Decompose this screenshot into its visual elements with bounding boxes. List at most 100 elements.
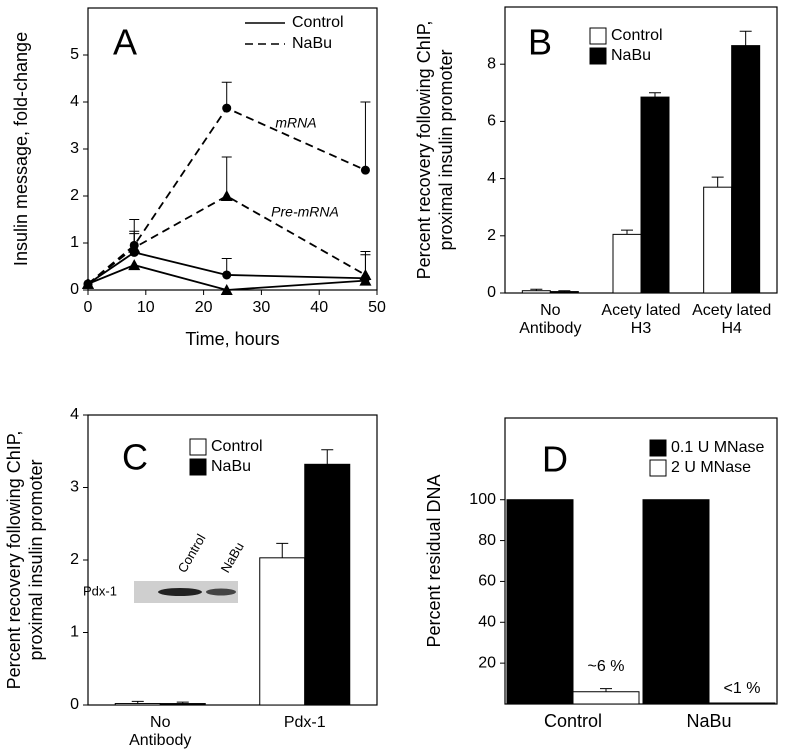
y-tick-label: 2 bbox=[70, 187, 79, 204]
series-line bbox=[87, 264, 366, 291]
panel-letter: D bbox=[542, 439, 568, 480]
bar bbox=[159, 703, 206, 706]
bar bbox=[304, 463, 351, 706]
error-bar bbox=[131, 700, 144, 704]
x-axis-label: Time, hours bbox=[185, 329, 279, 349]
legend-label: Control bbox=[211, 438, 263, 455]
marker bbox=[128, 259, 141, 271]
annotation: Pre-mRNA bbox=[271, 204, 339, 220]
y-tick-label: 2 bbox=[70, 551, 79, 568]
error-bar bbox=[649, 92, 661, 98]
legend-label: Control bbox=[611, 27, 663, 44]
bar bbox=[259, 557, 306, 706]
x-tick-label: 30 bbox=[253, 299, 271, 316]
error-bar bbox=[276, 542, 289, 558]
y-tick-label: 5 bbox=[70, 46, 79, 63]
bar bbox=[612, 233, 642, 294]
error-bar bbox=[530, 288, 543, 291]
marker bbox=[359, 268, 372, 280]
marker bbox=[222, 103, 232, 113]
y-axis-label: Percent recovery following ChIP, bbox=[4, 431, 24, 690]
legend-swatch bbox=[189, 438, 207, 456]
y-tick-label: 0 bbox=[70, 281, 79, 298]
blot-band bbox=[206, 588, 236, 596]
x-tick-label: 40 bbox=[310, 299, 328, 316]
x-tick-label: NaBu bbox=[686, 711, 731, 731]
bar bbox=[521, 290, 551, 294]
y-tick-label: 4 bbox=[487, 170, 496, 187]
y-tick-label: 0 bbox=[70, 696, 79, 713]
legend-label: NaBu bbox=[611, 47, 651, 64]
y-axis-label: Percent residual DNA bbox=[424, 474, 444, 647]
y-tick-label: 80 bbox=[478, 532, 496, 549]
x-tick-label: 20 bbox=[195, 299, 213, 316]
legend-label: 2 U MNase bbox=[671, 459, 751, 476]
bar bbox=[731, 45, 761, 294]
marker bbox=[220, 284, 233, 295]
y-axis-label: proximal insulin promoter bbox=[436, 49, 456, 250]
bar bbox=[703, 186, 733, 294]
error-bar bbox=[360, 101, 371, 171]
series-line bbox=[87, 194, 366, 285]
x-tick-label: Acety lated bbox=[601, 302, 680, 319]
legend-label: NaBu bbox=[292, 35, 332, 52]
x-tick-label: Pdx-1 bbox=[284, 714, 326, 731]
y-tick-label: 6 bbox=[487, 113, 496, 130]
error-bar bbox=[739, 30, 752, 46]
legend-swatch bbox=[589, 27, 607, 45]
bar bbox=[642, 499, 710, 705]
marker bbox=[220, 190, 233, 201]
marker bbox=[82, 277, 94, 289]
error-bar bbox=[221, 156, 232, 196]
panel-letter: B bbox=[528, 22, 552, 63]
marker bbox=[359, 274, 372, 286]
x-tick-label: Control bbox=[544, 711, 602, 731]
y-tick-label: 2 bbox=[487, 227, 496, 244]
error-bar bbox=[176, 701, 189, 704]
error-bar bbox=[711, 176, 724, 188]
x-tick-label: 0 bbox=[84, 299, 93, 316]
panel-letter: A bbox=[113, 22, 137, 63]
x-tick-label: Antibody bbox=[129, 732, 191, 749]
bar bbox=[114, 703, 161, 706]
series-line bbox=[87, 106, 366, 285]
y-tick-label: 3 bbox=[70, 140, 79, 157]
marker bbox=[360, 165, 370, 175]
blot-band bbox=[158, 588, 202, 596]
legend-label: 0.1 U MNase bbox=[671, 439, 764, 456]
x-tick-label: Antibody bbox=[519, 320, 581, 337]
y-tick-label: 1 bbox=[70, 624, 79, 641]
bar bbox=[640, 96, 670, 294]
y-tick-label: 8 bbox=[487, 55, 496, 72]
marker bbox=[128, 241, 141, 253]
bar bbox=[549, 291, 579, 294]
y-tick-label: 3 bbox=[70, 479, 79, 496]
error-bar bbox=[621, 229, 633, 235]
blot-lane-label: NaBu bbox=[218, 540, 247, 576]
y-tick-label: 60 bbox=[478, 573, 496, 590]
x-tick-label: 50 bbox=[368, 299, 386, 316]
legend-swatch bbox=[189, 458, 207, 476]
x-tick-label: H3 bbox=[631, 320, 652, 337]
y-axis-label: Insulin message, fold-change bbox=[11, 32, 31, 266]
y-tick-label: 0 bbox=[487, 284, 496, 301]
blot-lane-label: Control bbox=[175, 531, 209, 575]
annotation: mRNA bbox=[275, 115, 316, 131]
blot-row-label: Pdx-1 bbox=[83, 583, 117, 598]
y-tick-label: 4 bbox=[70, 406, 79, 423]
y-axis-label: Percent recovery following ChIP, bbox=[414, 21, 434, 280]
legend-swatch bbox=[649, 459, 667, 477]
x-tick-label: H4 bbox=[721, 320, 742, 337]
error-bar bbox=[600, 688, 612, 692]
y-tick-label: 1 bbox=[70, 234, 79, 251]
marker bbox=[222, 270, 232, 280]
value-label: <1 % bbox=[724, 680, 761, 697]
legend-label: NaBu bbox=[211, 458, 251, 475]
bar bbox=[708, 702, 776, 705]
bar bbox=[572, 691, 640, 705]
bar bbox=[506, 499, 574, 705]
legend-swatch bbox=[649, 439, 667, 457]
x-tick-label: 10 bbox=[137, 299, 155, 316]
x-tick-label: No bbox=[540, 302, 561, 319]
legend-label: Control bbox=[292, 14, 344, 31]
